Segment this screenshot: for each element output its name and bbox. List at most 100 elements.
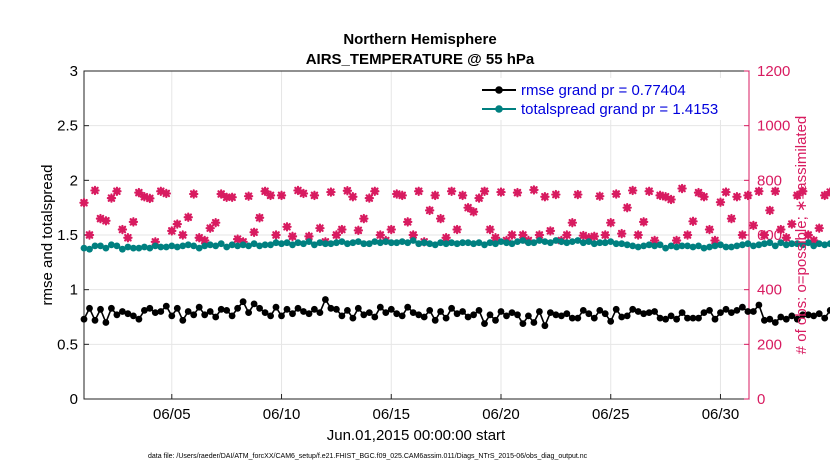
data-point	[168, 312, 176, 320]
obs-point	[748, 220, 759, 231]
data-point	[547, 239, 554, 247]
data-point	[492, 316, 499, 324]
data-point	[245, 309, 253, 316]
data-point	[810, 312, 818, 320]
obs-point	[413, 186, 424, 196]
x-axis-label: Jun.01,2015 00:00:00 start	[327, 427, 506, 444]
data-point	[256, 304, 263, 312]
obs-point	[584, 233, 594, 243]
obs-point	[408, 230, 418, 240]
obs-point	[452, 224, 462, 235]
data-point	[311, 241, 318, 249]
obs-point	[446, 186, 457, 196]
obs-point	[803, 230, 813, 240]
data-point	[629, 305, 637, 313]
data-point	[245, 242, 253, 250]
data-point	[261, 309, 269, 316]
data-point	[750, 242, 757, 250]
data-point	[322, 240, 329, 248]
data-point	[179, 316, 187, 324]
obs-point	[287, 231, 298, 242]
data-point	[678, 309, 686, 316]
data-point	[437, 239, 444, 247]
obs-point	[337, 224, 347, 235]
obs-point	[342, 186, 353, 196]
data-point	[793, 240, 801, 248]
data-point	[305, 310, 313, 318]
legend-rmse-marker	[495, 86, 503, 94]
data-point	[541, 322, 549, 330]
data-point	[272, 303, 280, 311]
data-point	[80, 244, 88, 252]
data-point	[86, 245, 93, 253]
data-point	[728, 309, 735, 316]
obs-point	[710, 235, 720, 246]
data-point	[113, 311, 121, 319]
data-point	[316, 239, 324, 247]
data-point	[503, 312, 510, 320]
data-point	[305, 238, 313, 246]
data-point	[766, 315, 774, 323]
obs-point	[622, 202, 632, 213]
data-point	[804, 311, 812, 319]
data-point	[409, 309, 417, 316]
data-point	[327, 304, 335, 312]
obs-point	[441, 233, 451, 243]
data-point	[316, 309, 324, 316]
data-point	[755, 241, 763, 249]
obs-point	[189, 189, 199, 199]
y-left-tick-label: 0.5	[57, 336, 78, 353]
data-point	[558, 312, 565, 320]
data-point	[404, 303, 412, 311]
data-point	[223, 307, 231, 314]
data-point	[771, 319, 779, 326]
data-point	[250, 240, 258, 248]
data-point	[91, 316, 99, 324]
obs-point	[545, 226, 556, 236]
data-point	[618, 240, 626, 248]
data-point	[706, 243, 713, 251]
data-point	[777, 313, 785, 321]
data-point	[464, 239, 472, 247]
data-point	[815, 240, 823, 248]
y-left-tick-label: 3	[70, 63, 78, 80]
obs-point	[150, 237, 161, 247]
data-point	[267, 312, 274, 320]
obs-point	[606, 218, 616, 228]
data-point	[651, 242, 658, 250]
obs-point	[770, 186, 781, 196]
data-point	[206, 241, 214, 249]
data-point	[376, 303, 384, 311]
data-point	[239, 298, 247, 306]
obs-point	[227, 192, 237, 202]
data-point	[777, 239, 785, 247]
chart-subtitle: AIRS_TEMPERATURE @ 55 hPa	[306, 51, 535, 68]
y-left-tick-label: 2.5	[57, 118, 78, 135]
data-point	[157, 243, 165, 251]
data-point	[645, 309, 653, 316]
obs-point	[699, 192, 709, 202]
obs-point	[715, 197, 726, 207]
data-point	[689, 314, 697, 322]
data-point	[486, 239, 494, 247]
data-point	[387, 305, 395, 313]
data-point	[404, 239, 412, 247]
data-point	[448, 304, 455, 312]
data-point	[97, 305, 104, 313]
obs-point	[518, 230, 528, 240]
obs-point	[90, 185, 100, 196]
obs-point	[326, 187, 336, 197]
series-rmse	[80, 296, 830, 330]
obs-point	[627, 185, 638, 196]
data-point	[590, 240, 598, 248]
data-point	[86, 304, 93, 312]
data-point	[585, 310, 593, 318]
data-point	[684, 314, 691, 322]
data-point	[744, 240, 752, 248]
data-point	[667, 242, 675, 250]
data-point	[195, 244, 203, 252]
data-point	[228, 241, 236, 249]
data-point	[360, 240, 368, 248]
obs-point	[84, 230, 95, 240]
data-point	[376, 239, 384, 247]
